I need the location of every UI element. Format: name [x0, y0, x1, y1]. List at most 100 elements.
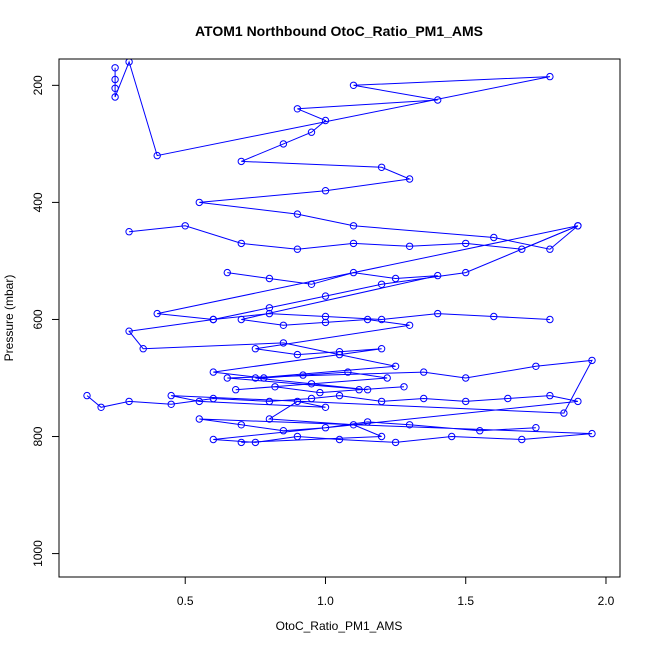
series-line — [114, 60, 593, 443]
data-point — [232, 386, 240, 394]
y-tick-label: 600 — [31, 309, 45, 329]
data-point — [111, 84, 119, 93]
data-point — [195, 397, 204, 406]
data-point — [377, 315, 386, 324]
data-point — [546, 391, 554, 400]
data-point — [265, 274, 274, 283]
data-point — [532, 424, 540, 432]
data-point — [546, 315, 554, 324]
data-point — [209, 368, 218, 376]
data-point — [237, 239, 246, 248]
x-tick-label: 2.0 — [598, 594, 615, 608]
data-point — [532, 362, 540, 370]
plot-area — [58, 58, 621, 578]
data-point — [153, 151, 161, 160]
data-point — [83, 391, 91, 400]
data-point — [293, 432, 302, 441]
data-point — [462, 374, 470, 382]
series-line — [86, 395, 593, 443]
data-point — [293, 210, 302, 218]
data-point — [349, 222, 358, 230]
data-point — [546, 245, 554, 253]
data-point — [251, 345, 260, 353]
data-point — [546, 72, 554, 81]
data-point — [223, 374, 232, 382]
data-point — [321, 116, 330, 125]
data-point — [167, 391, 175, 400]
data-point — [490, 233, 498, 242]
data-point — [279, 339, 288, 347]
data-point — [265, 415, 274, 423]
data-point — [321, 403, 330, 411]
data-point — [391, 274, 400, 283]
data-point — [209, 315, 218, 324]
y-tick-label: 400 — [31, 192, 45, 212]
data-point — [181, 222, 189, 230]
data-point — [111, 64, 119, 72]
data-point — [279, 140, 288, 148]
data-point — [335, 435, 344, 444]
data-point — [223, 268, 232, 277]
data-point — [251, 438, 260, 447]
data-point — [355, 386, 363, 394]
data-point — [321, 292, 330, 300]
data-layer — [83, 59, 596, 447]
data-point — [316, 388, 324, 397]
data-point — [251, 374, 260, 382]
data-point — [321, 318, 330, 327]
x-axis-label: OtoC_Ratio_PM1_AMS — [276, 619, 403, 633]
data-point — [377, 163, 386, 172]
data-point — [279, 427, 288, 435]
x-tick-label: 1.5 — [457, 594, 474, 608]
x-axis: 0.5 1.0 1.5 2.0 — [177, 577, 615, 608]
data-point — [349, 239, 358, 248]
data-point — [383, 374, 391, 382]
data-point — [405, 175, 414, 183]
data-point — [293, 245, 302, 253]
data-point — [237, 421, 246, 429]
data-point — [434, 309, 442, 318]
data-point — [125, 327, 133, 335]
data-point — [462, 239, 470, 248]
data-point — [588, 356, 596, 365]
data-point — [307, 128, 316, 136]
x-tick-label: 0.5 — [177, 594, 194, 608]
data-point — [377, 345, 386, 353]
y-axis: 200 400 600 800 1000 — [31, 75, 59, 567]
data-point — [153, 309, 161, 318]
data-point — [363, 418, 372, 426]
data-point — [299, 371, 307, 379]
chart-title: ATOM1 Northbound OtoC_Ratio_PM1_AMS — [195, 23, 483, 39]
y-tick-label: 800 — [31, 426, 45, 446]
data-point — [588, 429, 596, 438]
data-point — [97, 403, 105, 411]
data-point — [504, 394, 512, 403]
data-point — [405, 421, 414, 429]
data-point — [195, 415, 204, 423]
data-point — [434, 96, 442, 104]
data-point — [377, 397, 386, 406]
data-point — [405, 321, 414, 329]
data-point — [209, 394, 218, 403]
data-point — [335, 391, 344, 400]
data-point — [518, 245, 526, 253]
data-point — [279, 321, 288, 329]
data-point — [209, 435, 218, 444]
data-point — [125, 397, 133, 406]
x-tick-label: 1.0 — [317, 594, 334, 608]
data-point — [237, 438, 246, 447]
data-point — [125, 228, 133, 236]
data-point — [293, 397, 302, 406]
data-point — [321, 312, 330, 321]
data-point — [420, 368, 428, 376]
data-point — [349, 268, 358, 277]
data-point — [139, 345, 147, 353]
data-point — [307, 394, 316, 403]
data-point — [349, 81, 358, 90]
data-point — [574, 222, 582, 230]
series-line — [129, 225, 579, 321]
data-point — [391, 362, 400, 370]
data-point — [490, 312, 498, 321]
data-point — [111, 93, 119, 101]
